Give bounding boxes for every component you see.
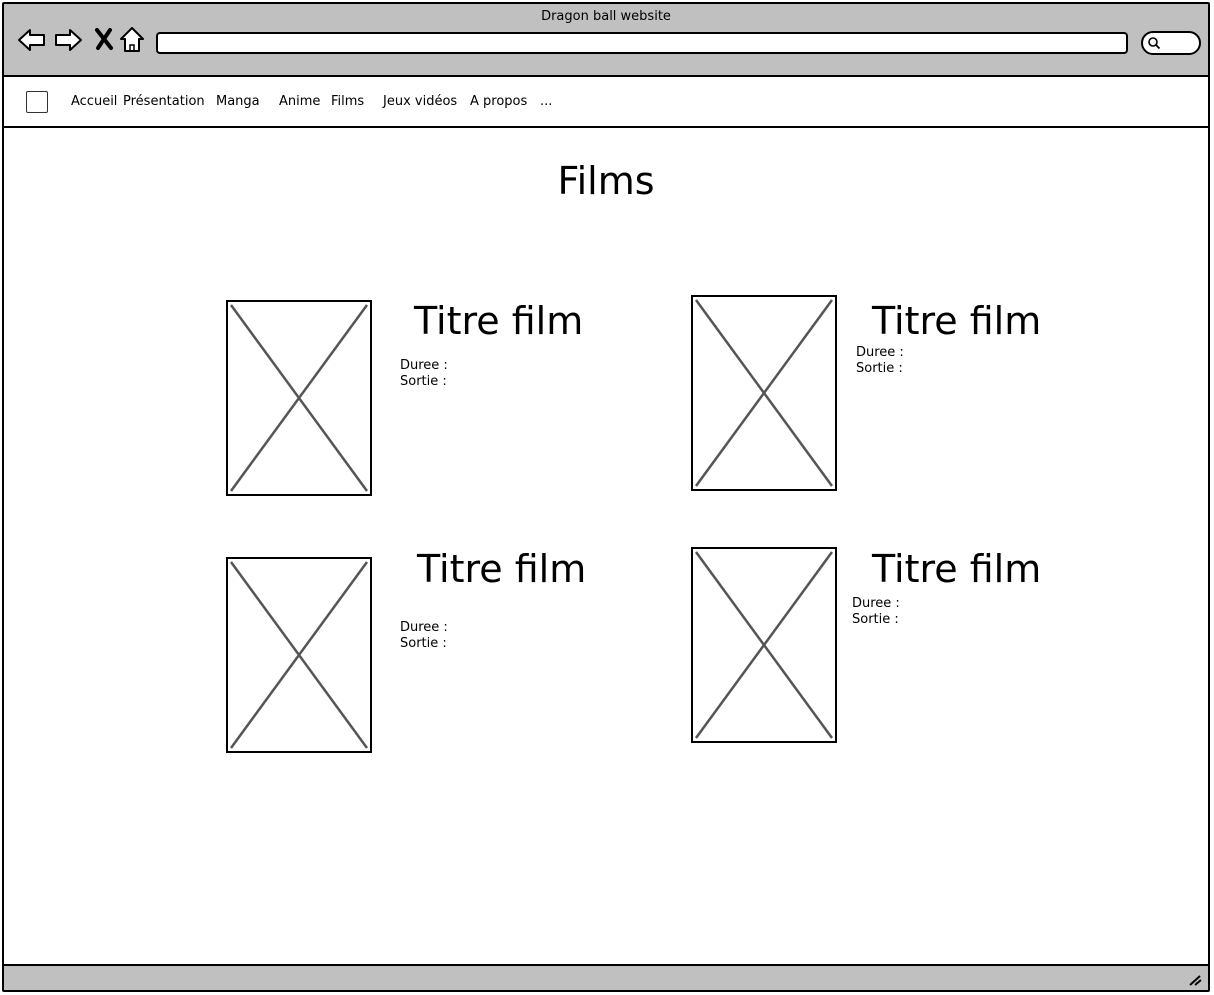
nav-item-presentation[interactable]: Présentation: [123, 94, 205, 109]
nav-item-films[interactable]: Films: [331, 94, 365, 109]
film-poster-placeholder: [226, 300, 372, 496]
film-sortie-label: Sortie :: [400, 636, 447, 651]
nav-item-a-propos[interactable]: A propos: [470, 94, 528, 109]
film-poster-placeholder: [226, 557, 372, 753]
menu-checkbox[interactable]: [26, 91, 48, 113]
nav-item-anime[interactable]: Anime: [279, 94, 321, 109]
site-navbar: Accueil Présentation Manga Anime Films J…: [4, 77, 1208, 128]
home-icon[interactable]: [116, 24, 148, 56]
forward-arrow-icon[interactable]: [52, 24, 84, 56]
resize-grip-icon[interactable]: [1188, 974, 1202, 986]
film-duree-label: Duree :: [400, 358, 448, 373]
film-title: Titre film: [872, 299, 1042, 343]
browser-titlebar: Dragon ball website: [4, 4, 1208, 77]
url-input[interactable]: [156, 32, 1128, 54]
window-title: Dragon ball website: [541, 9, 671, 24]
film-duree-label: Duree :: [856, 345, 904, 360]
nav-item-manga[interactable]: Manga: [216, 94, 260, 109]
search-input[interactable]: [1141, 31, 1201, 55]
film-title: Titre film: [414, 299, 584, 343]
film-duree-label: Duree :: [852, 596, 900, 611]
browser-statusbar: [4, 964, 1208, 990]
film-sortie-label: Sortie :: [400, 374, 447, 389]
search-icon: [1148, 37, 1161, 50]
close-x-icon[interactable]: [88, 24, 120, 56]
film-sortie-label: Sortie :: [856, 361, 903, 376]
film-duree-label: Duree :: [400, 620, 448, 635]
film-title: Titre film: [872, 547, 1042, 591]
film-poster-placeholder: [691, 547, 837, 743]
back-arrow-icon[interactable]: [16, 24, 48, 56]
page-title: Films: [557, 159, 655, 203]
film-title: Titre film: [417, 547, 587, 591]
nav-item-accueil[interactable]: Accueil: [71, 94, 118, 109]
nav-item-jeux-videos[interactable]: Jeux vidéos: [383, 94, 458, 109]
film-poster-placeholder: [691, 295, 837, 491]
film-sortie-label: Sortie :: [852, 612, 899, 627]
nav-item-more[interactable]: ...: [540, 94, 553, 109]
